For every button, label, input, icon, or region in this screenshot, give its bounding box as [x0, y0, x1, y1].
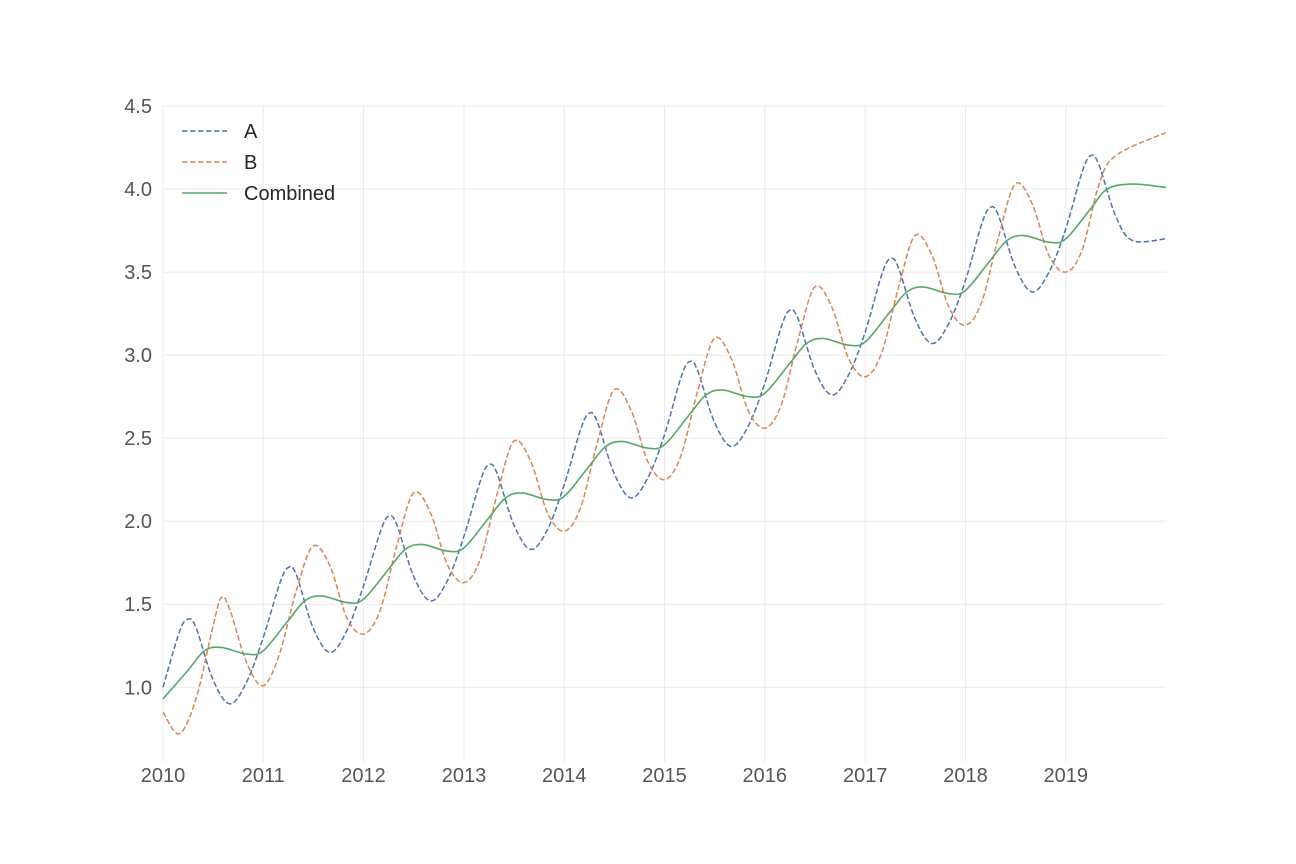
y-axis: 1.0 1.5 2.0 2.5 3.0 3.5 4.0 4.5: [124, 96, 152, 699]
legend-label-a: A: [244, 121, 258, 143]
y-tick-label: 1.0: [124, 677, 152, 699]
y-tick-label: 4.0: [124, 179, 152, 201]
y-tick-label: 1.5: [124, 594, 152, 616]
y-tick-label: 3.5: [124, 262, 152, 284]
x-tick-label: 2015: [642, 765, 687, 787]
x-tick-label: 2014: [542, 765, 587, 787]
y-tick-label: 2.5: [124, 428, 152, 450]
y-tick-label: 3.0: [124, 345, 152, 367]
y-tick-label: 2.0: [124, 511, 152, 533]
x-tick-label: 2017: [843, 765, 888, 787]
series-line-b: [162, 131, 1167, 735]
legend-label-b: B: [244, 152, 257, 174]
series-line-combined: [162, 183, 1166, 700]
legend-label-combined: Combined: [244, 183, 335, 205]
x-tick-label: 2011: [242, 765, 285, 787]
x-tick-label: 2019: [1044, 765, 1089, 787]
x-tick-label: 2016: [742, 765, 787, 787]
x-axis: 2010 2011 2012 2013 2014 2015 2016 2017 2018 2019: [141, 765, 1088, 787]
x-tick-label: 2018: [943, 765, 988, 787]
y-tick-label: 4.5: [124, 96, 152, 118]
series-line-a: [162, 154, 1166, 705]
x-tick-label: 2010: [141, 765, 186, 787]
x-tick-label: 2012: [341, 765, 386, 787]
series-lines: [162, 131, 1167, 735]
x-tick-label: 2013: [442, 765, 487, 787]
legend: AB Combined: [182, 121, 335, 205]
